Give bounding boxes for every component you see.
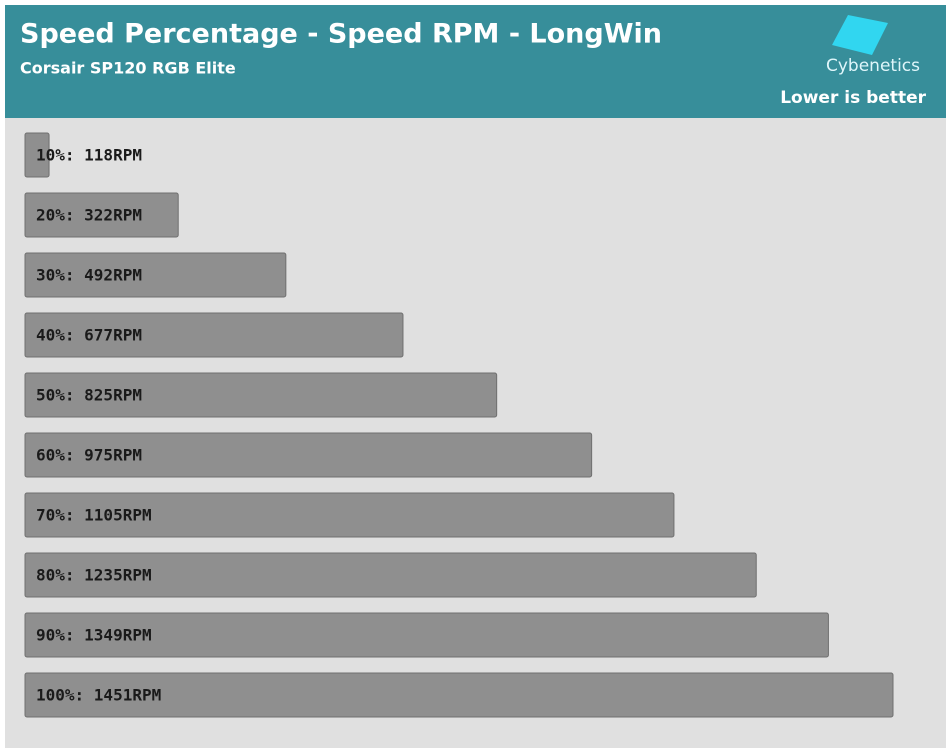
bar [24, 372, 498, 418]
bar-label: 100%: 1451RPM [36, 686, 161, 705]
bar [24, 132, 50, 178]
bar-label: 90%: 1349RPM [36, 626, 152, 645]
bar-label: 10%: 118RPM [36, 146, 142, 165]
bar-label: 30%: 492RPM [36, 266, 142, 285]
bar [24, 492, 675, 538]
bar [24, 552, 757, 598]
bar-label: 80%: 1235RPM [36, 566, 152, 585]
bar [24, 192, 179, 238]
header [5, 5, 946, 118]
bar [24, 252, 287, 298]
note: Lower is better [780, 88, 926, 108]
bar [24, 672, 894, 718]
bar-label: 50%: 825RPM [36, 386, 142, 405]
bar [24, 432, 593, 478]
bar [24, 612, 829, 658]
logo-text: Cybenetics [826, 56, 920, 76]
bar-label: 60%: 975RPM [36, 446, 142, 465]
bar-label: 70%: 1105RPM [36, 506, 152, 525]
chart-title: Speed Percentage - Speed RPM - LongWin [20, 19, 662, 50]
logo-mark [832, 15, 888, 55]
bar-label: 40%: 677RPM [36, 326, 142, 345]
bar-label: 20%: 322RPM [36, 206, 142, 225]
chart-subtitle: Corsair SP120 RGB Elite [20, 59, 236, 78]
bar [24, 312, 404, 358]
